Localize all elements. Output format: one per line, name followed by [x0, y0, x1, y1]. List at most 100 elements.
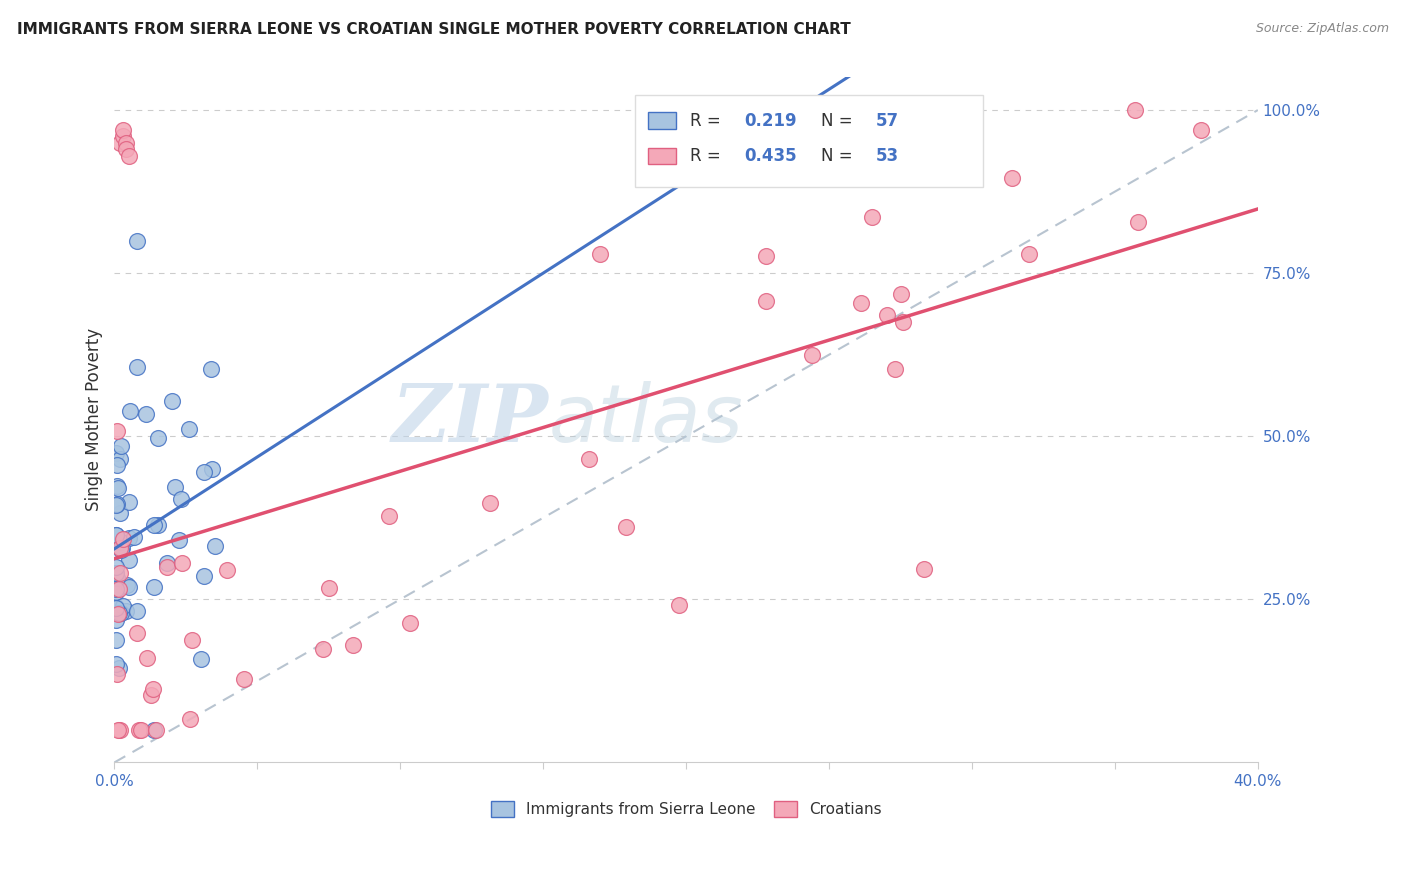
Point	[142, 682, 165, 697]
Point	[342, 638, 364, 652]
Point	[118, 494, 141, 508]
Point	[233, 672, 256, 686]
Point	[139, 688, 162, 702]
Point	[614, 520, 637, 534]
Point	[122, 530, 145, 544]
Point	[127, 359, 149, 374]
Point	[110, 439, 132, 453]
Point	[755, 293, 778, 308]
Text: R =: R =	[689, 112, 725, 129]
Point	[589, 246, 612, 260]
Point	[107, 723, 129, 737]
Point	[1123, 103, 1146, 117]
Point	[110, 541, 132, 555]
Point	[201, 461, 224, 475]
Point	[849, 296, 872, 310]
Point	[755, 249, 778, 263]
Point	[143, 723, 166, 737]
Point	[118, 404, 141, 418]
Point	[156, 560, 179, 574]
Point	[110, 506, 132, 520]
Point	[179, 712, 201, 726]
Point	[110, 542, 132, 557]
Point	[378, 509, 401, 524]
Point	[169, 533, 191, 547]
Point	[107, 481, 129, 495]
Point	[105, 458, 128, 473]
Point	[108, 136, 131, 150]
Point	[104, 614, 127, 628]
Point	[105, 425, 128, 439]
Point	[115, 136, 138, 150]
Text: 0.435: 0.435	[744, 147, 797, 165]
Point	[180, 633, 202, 648]
Point	[117, 531, 139, 545]
Point	[479, 496, 502, 510]
Text: N =: N =	[821, 112, 858, 129]
Point	[107, 479, 129, 493]
Point	[884, 361, 907, 376]
Point	[107, 582, 129, 596]
Point	[104, 633, 127, 648]
Point	[111, 122, 134, 136]
Point	[118, 553, 141, 567]
Point	[148, 431, 170, 445]
Point	[890, 286, 912, 301]
Point	[912, 562, 935, 576]
Point	[177, 422, 200, 436]
Point	[145, 723, 167, 737]
Point	[105, 657, 128, 671]
Point	[111, 532, 134, 546]
Point	[312, 642, 335, 657]
Text: IMMIGRANTS FROM SIERRA LEONE VS CROATIAN SINGLE MOTHER POVERTY CORRELATION CHART: IMMIGRANTS FROM SIERRA LEONE VS CROATIAN…	[17, 22, 851, 37]
Point	[111, 129, 134, 144]
Point	[1001, 170, 1024, 185]
Text: 0.219: 0.219	[744, 112, 797, 129]
Point	[170, 491, 193, 506]
FancyBboxPatch shape	[648, 148, 676, 164]
Point	[105, 528, 128, 542]
Point	[115, 577, 138, 591]
Point	[118, 149, 141, 163]
Point	[104, 498, 127, 512]
Point	[215, 564, 238, 578]
Point	[104, 528, 127, 542]
Point	[200, 362, 222, 376]
Point	[190, 651, 212, 665]
Point	[104, 600, 127, 615]
Text: 53: 53	[876, 147, 898, 165]
Point	[156, 556, 179, 570]
Point	[891, 315, 914, 329]
Point	[107, 661, 129, 675]
Point	[860, 210, 883, 224]
Text: ZIP: ZIP	[392, 381, 548, 458]
Y-axis label: Single Mother Poverty: Single Mother Poverty	[86, 328, 103, 511]
Point	[112, 599, 135, 613]
Point	[105, 571, 128, 585]
FancyBboxPatch shape	[648, 112, 676, 128]
Point	[104, 601, 127, 615]
Point	[104, 582, 127, 597]
Point	[115, 142, 138, 156]
Point	[125, 604, 148, 618]
Point	[876, 308, 898, 322]
Point	[118, 580, 141, 594]
Point	[104, 560, 127, 574]
Point	[142, 517, 165, 532]
Point	[204, 539, 226, 553]
FancyBboxPatch shape	[634, 95, 983, 187]
Point	[105, 667, 128, 681]
Point	[160, 394, 183, 409]
Legend: Immigrants from Sierra Leone, Croatians: Immigrants from Sierra Leone, Croatians	[485, 795, 887, 823]
Point	[170, 556, 193, 570]
Point	[135, 407, 157, 421]
Text: Source: ZipAtlas.com: Source: ZipAtlas.com	[1256, 22, 1389, 36]
Point	[104, 446, 127, 460]
Point	[1128, 214, 1150, 228]
Point	[105, 497, 128, 511]
Point	[129, 723, 152, 737]
Point	[318, 581, 340, 595]
Point	[127, 234, 149, 248]
Point	[104, 566, 127, 581]
Point	[193, 568, 215, 582]
